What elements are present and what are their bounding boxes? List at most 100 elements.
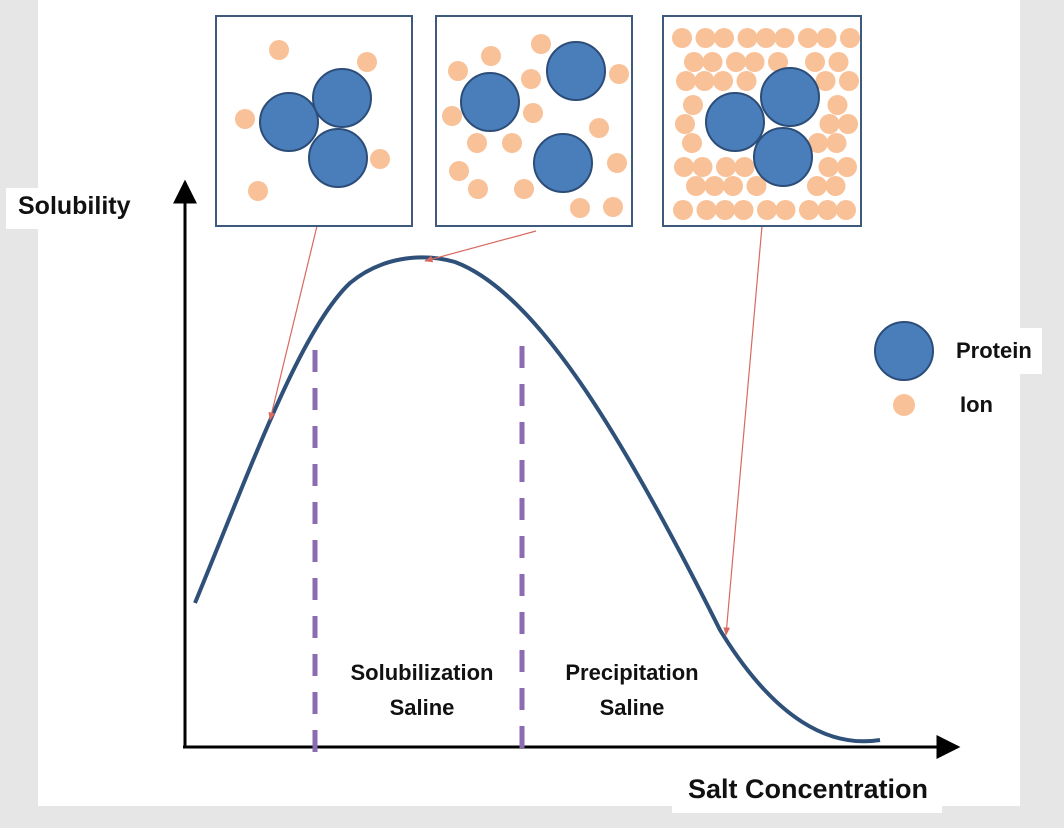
legend-protein-label: Protein	[942, 328, 1042, 374]
ion-particle	[514, 179, 534, 199]
ion-particle	[714, 28, 734, 48]
protein-cluster	[460, 41, 606, 193]
region-label-solubilization: Solubilization Saline	[322, 655, 522, 725]
legend-ion-label: Ion	[960, 392, 993, 418]
ion-particle	[521, 69, 541, 89]
ion-particle	[692, 157, 713, 177]
region-label-line: Solubilization	[350, 660, 494, 685]
ion-particle	[746, 176, 767, 196]
solubility-curve	[193, 255, 881, 744]
y-axis-label: Solubility	[6, 188, 143, 229]
protein-cluster	[705, 67, 820, 187]
ion-particle	[799, 200, 819, 220]
protein-cluster	[259, 68, 372, 188]
ion-particle	[825, 176, 846, 196]
ion-particle	[702, 52, 723, 72]
region-label-line: Saline	[599, 695, 665, 720]
pointer-arrow-peak	[424, 230, 537, 263]
ion-particle	[607, 153, 627, 173]
protein-molecule	[705, 92, 765, 152]
ion-particle	[838, 114, 858, 134]
ion-particle	[756, 28, 776, 48]
ion-particle	[694, 71, 715, 91]
ion-particle	[686, 176, 706, 196]
ion-group	[442, 34, 629, 218]
ion-particle	[695, 28, 716, 48]
protein-molecule	[546, 41, 606, 101]
inset-low-salt	[215, 15, 413, 227]
ion-particle	[235, 109, 255, 129]
ion-particle	[589, 118, 609, 138]
ion-particle	[467, 133, 487, 153]
ion-particle	[248, 181, 268, 201]
ion-particle	[805, 52, 825, 72]
protein-molecule	[760, 67, 820, 127]
ion-particle	[676, 71, 696, 91]
ion-particle	[734, 157, 755, 177]
ion-particle	[502, 133, 522, 153]
protein-molecule	[308, 128, 368, 188]
ion-particle	[523, 103, 543, 123]
ion-particle	[716, 157, 736, 177]
ion-particle	[827, 95, 848, 115]
ion-particle	[817, 200, 838, 220]
legend-protein-symbol	[874, 321, 934, 381]
ion-particle	[768, 52, 788, 72]
protein-molecule	[259, 92, 319, 152]
legend-ion-symbol	[893, 394, 915, 416]
ion-particle	[818, 157, 839, 177]
ion-group	[235, 40, 390, 201]
ion-particle	[798, 28, 818, 48]
ion-particle	[836, 200, 856, 220]
ion-particle	[744, 52, 765, 72]
ion-particle	[704, 176, 725, 196]
protein-molecule	[460, 72, 520, 132]
ion-particle	[603, 197, 623, 217]
ion-group	[672, 28, 860, 220]
ion-particle	[736, 71, 757, 91]
ion-particle	[837, 157, 857, 177]
ion-particle	[723, 176, 743, 196]
ion-particle	[696, 200, 717, 220]
protein-molecule	[312, 68, 372, 128]
pointer-arrow-high-salt	[723, 225, 763, 636]
ion-particle	[839, 71, 859, 91]
ion-particle	[675, 114, 695, 134]
ion-particle	[570, 198, 590, 218]
ion-particle	[757, 200, 777, 220]
ion-particle	[448, 61, 468, 81]
ion-particle	[775, 200, 796, 220]
ion-particle	[673, 200, 693, 220]
ion-particle	[449, 161, 469, 181]
ion-particle	[715, 200, 735, 220]
ion-particle	[733, 200, 754, 220]
ion-particle	[808, 133, 828, 153]
ion-particle	[357, 52, 377, 72]
region-label-line: Precipitation	[565, 660, 699, 685]
ion-particle	[370, 149, 390, 169]
region-label-line: Saline	[389, 695, 455, 720]
ion-particle	[531, 34, 551, 54]
ion-particle	[815, 71, 836, 91]
ion-particle	[442, 106, 462, 126]
ion-particle	[828, 52, 849, 72]
protein-molecule	[753, 127, 813, 187]
x-axis-label: Salt Concentration	[672, 770, 943, 813]
ion-particle	[774, 28, 795, 48]
ion-particle	[816, 28, 837, 48]
ion-particle	[684, 52, 704, 72]
inset-optimal-salt	[435, 15, 633, 227]
ion-particle	[481, 46, 501, 66]
ion-particle	[840, 28, 860, 48]
ion-particle	[468, 179, 488, 199]
ion-particle	[682, 133, 702, 153]
ion-particle	[609, 64, 629, 84]
ion-particle	[807, 176, 827, 196]
ion-particle	[683, 95, 703, 115]
ion-particle	[672, 28, 692, 48]
pointer-arrow-low-salt	[268, 225, 318, 421]
ion-particle	[713, 71, 733, 91]
ion-particle	[674, 157, 694, 177]
ion-particle	[726, 52, 746, 72]
